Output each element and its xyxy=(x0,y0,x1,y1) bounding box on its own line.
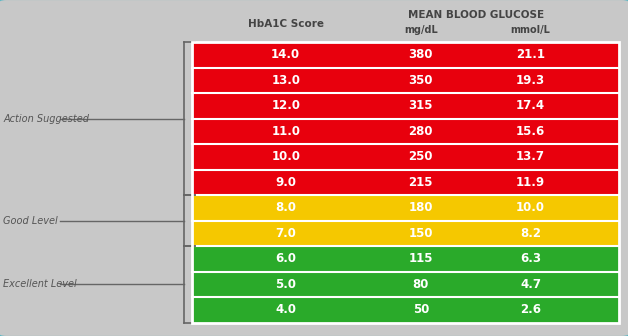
Text: 380: 380 xyxy=(408,48,433,61)
Text: 6.0: 6.0 xyxy=(275,252,296,265)
Text: 17.4: 17.4 xyxy=(516,99,545,112)
Text: Action Suggested: Action Suggested xyxy=(3,114,89,124)
Text: 7.0: 7.0 xyxy=(275,227,296,240)
Text: 9.0: 9.0 xyxy=(275,176,296,189)
Text: 350: 350 xyxy=(408,74,433,87)
Text: 11.9: 11.9 xyxy=(516,176,545,189)
Text: mmol/L: mmol/L xyxy=(511,25,551,35)
Text: 4.0: 4.0 xyxy=(275,303,296,316)
Bar xyxy=(192,42,619,323)
Text: 8.0: 8.0 xyxy=(275,201,296,214)
Bar xyxy=(192,119,619,144)
Text: 19.3: 19.3 xyxy=(516,74,545,87)
Bar xyxy=(192,195,619,220)
Text: 250: 250 xyxy=(408,150,433,163)
Text: 50: 50 xyxy=(413,303,429,316)
Text: 13.7: 13.7 xyxy=(516,150,545,163)
Text: 115: 115 xyxy=(408,252,433,265)
Text: 80: 80 xyxy=(413,278,429,291)
Bar xyxy=(192,246,619,271)
Bar xyxy=(192,42,619,68)
Bar xyxy=(192,220,619,246)
Text: 21.1: 21.1 xyxy=(516,48,545,61)
Text: Good Level: Good Level xyxy=(3,215,58,225)
Bar xyxy=(192,297,619,323)
Text: 280: 280 xyxy=(408,125,433,138)
Text: 315: 315 xyxy=(408,99,433,112)
Text: 215: 215 xyxy=(408,176,433,189)
Text: mg/dL: mg/dL xyxy=(404,25,438,35)
Text: 6.3: 6.3 xyxy=(520,252,541,265)
Bar xyxy=(192,170,619,195)
Text: 10.0: 10.0 xyxy=(271,150,300,163)
Bar xyxy=(192,271,619,297)
Text: 2.6: 2.6 xyxy=(520,303,541,316)
Text: 4.7: 4.7 xyxy=(520,278,541,291)
Text: 5.0: 5.0 xyxy=(275,278,296,291)
Bar xyxy=(192,68,619,93)
Text: 15.6: 15.6 xyxy=(516,125,545,138)
Text: 180: 180 xyxy=(408,201,433,214)
Text: 11.0: 11.0 xyxy=(271,125,300,138)
Bar xyxy=(192,144,619,170)
Text: 150: 150 xyxy=(408,227,433,240)
Text: MEAN BLOOD GLUCOSE: MEAN BLOOD GLUCOSE xyxy=(408,10,544,20)
Text: 8.2: 8.2 xyxy=(520,227,541,240)
Text: HbA1C Score: HbA1C Score xyxy=(247,18,324,29)
Text: 14.0: 14.0 xyxy=(271,48,300,61)
Text: 13.0: 13.0 xyxy=(271,74,300,87)
Text: Excellent Level: Excellent Level xyxy=(3,279,77,289)
Text: 10.0: 10.0 xyxy=(516,201,545,214)
Bar xyxy=(192,42,619,323)
Text: 12.0: 12.0 xyxy=(271,99,300,112)
Bar xyxy=(192,93,619,119)
